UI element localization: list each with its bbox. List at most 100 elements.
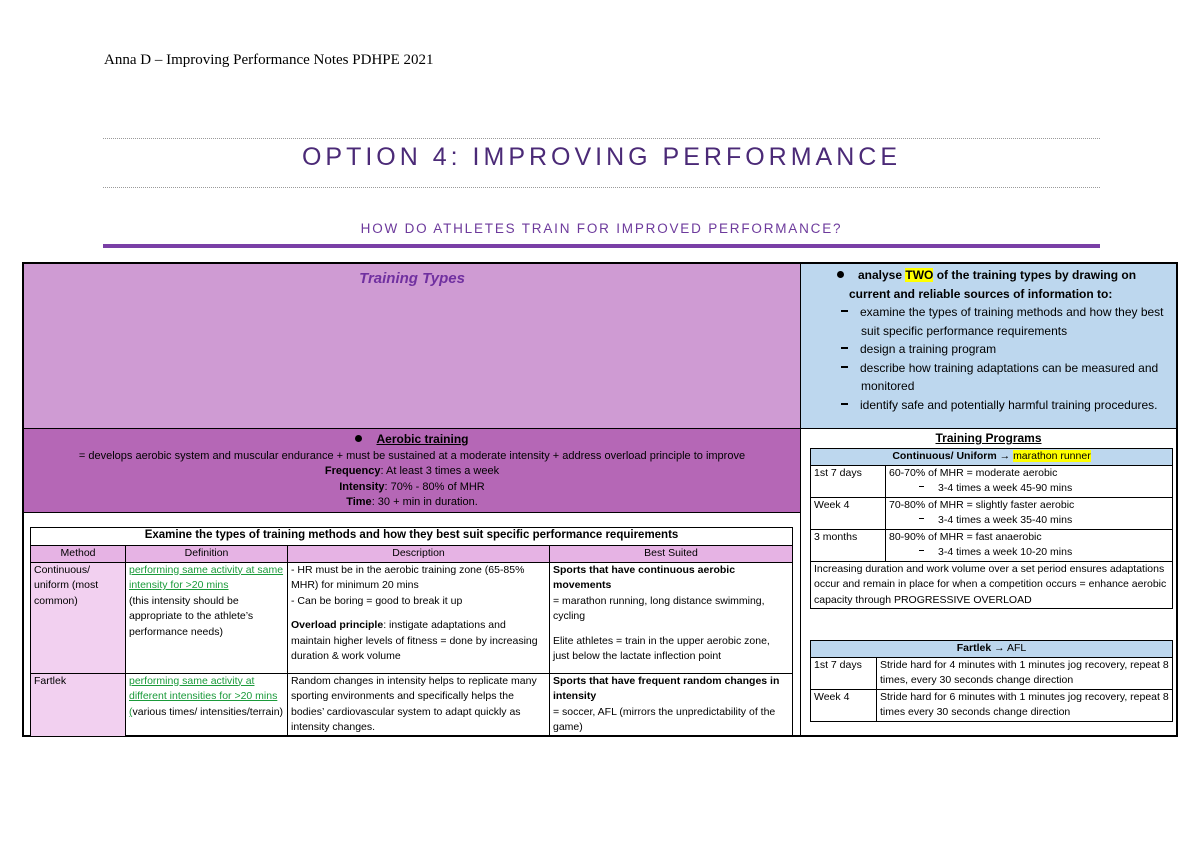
dash [919, 550, 924, 551]
text: : At least 3 times a week [380, 465, 500, 477]
text: identify safe and potentially harmful tr… [860, 397, 1158, 412]
period: Week 4 [810, 688, 877, 722]
header-row: Method Definition Description Best Suite… [30, 545, 794, 563]
arrow: → [996, 450, 1014, 462]
text: analyse [858, 268, 906, 282]
sport: marathon runner [1013, 450, 1091, 462]
text: describe how training adaptations can be… [860, 360, 1159, 394]
text: 3-4 times a week 45-90 mins [938, 482, 1073, 494]
heading-text: Aerobic training [376, 432, 469, 446]
definition-text: various times/ intensities/terrain) [132, 705, 284, 718]
item: identify safe and potentially harmful tr… [837, 396, 1166, 415]
label: Intensity [339, 480, 385, 493]
column-header: Best Suited [548, 545, 794, 563]
label: Overload principle [291, 619, 384, 631]
detail: Stride hard for 6 minutes with 1 minutes… [876, 688, 1173, 722]
method: Fartlek [956, 642, 992, 654]
description: Random changes in intensity helps to rep… [287, 672, 550, 737]
text: 3-4 times a week 35-40 mins [938, 514, 1073, 526]
label: Time [346, 496, 372, 508]
page-subtitle: HOW DO ATHLETES TRAIN FOR IMPROVED PERFO… [360, 221, 843, 236]
dash [841, 402, 848, 405]
aerobic-summary: = develops aerobic system and muscular e… [78, 449, 746, 462]
method: Continuous/ uniform (most common) [30, 561, 126, 674]
row: Increasing duration and work volume over… [809, 560, 1174, 609]
volume: 3-4 times a week 45-90 mins [889, 481, 1169, 497]
text: : instigate adaptations and maintain hig… [291, 619, 538, 662]
highlight: TWO [905, 268, 934, 282]
dash [841, 347, 848, 349]
outcome: analyse TWO of the training types by dra… [837, 266, 1166, 303]
aerobic-cell: Aerobic training = develops aerobic syst… [22, 428, 801, 513]
fartlek-program: Fartlek → AFL 1st 7 days Stride hard for … [810, 640, 1173, 722]
heading: Sports that have frequent random changes… [553, 674, 780, 703]
row: Week 4 Stride hard for 6 minutes with 1 m… [810, 688, 1173, 722]
definition-highlight: performing same activity at different in… [129, 674, 278, 718]
bullet [355, 435, 363, 442]
period: 3 months [810, 528, 886, 562]
detail: Stride hard for 4 minutes with 1 minutes… [876, 656, 1173, 690]
sport: AFL [1006, 642, 1027, 654]
definition: performing same activity at different in… [125, 672, 288, 737]
volume: 3-4 times a week 35-40 mins [889, 513, 1169, 529]
heading: Continuous/ Uniform → marathon runner [809, 448, 1174, 466]
detail: 70-80% of MHR = slightly faster aerobic 3… [884, 496, 1174, 530]
divider [103, 244, 1100, 248]
definition-text: (this intensity should be appropriate to… [129, 594, 254, 638]
intensity: Intensity: 70% - 80% of MHR [24, 480, 800, 496]
item: design a training program [837, 340, 1166, 359]
best-suited: Sports that have continuous aerobic move… [548, 561, 794, 674]
overload: Overload principle: instigate adaptation… [291, 618, 546, 665]
column-header: Description [287, 545, 550, 563]
methods-table: Examine the types of training methods an… [29, 527, 794, 737]
note: Elite athletes = train in the upper aero… [553, 634, 770, 663]
aerobic-heading: Aerobic training [24, 432, 800, 449]
text: of the training types by drawing on curr… [849, 268, 1137, 301]
note: Increasing duration and work volume over… [809, 560, 1174, 609]
programs-cell: Training Programs [800, 428, 1178, 737]
period: 1st 7 days [810, 464, 886, 498]
row: Fartlek performing same activity at diff… [30, 672, 794, 737]
header-row: Fartlek → AFL [810, 640, 1173, 658]
intensity: 60-70% of MHR = moderate aerobic [889, 466, 1058, 479]
frequency: Frequency: At least 3 times a week [24, 464, 800, 480]
programs-title: Training Programs [935, 431, 1042, 445]
caption-row: Examine the types of training methods an… [29, 527, 794, 546]
row: 1st 7 days 60-70% of MHR = moderate aerob… [810, 464, 1174, 498]
text: design a training program [860, 342, 997, 356]
row: 3 months 80-90% of MHR = fast anaerobic 3-… [810, 528, 1174, 562]
training-types-cell: Training Types [22, 262, 801, 429]
item: describe how training adaptations can be… [837, 359, 1166, 396]
best-suited: Sports that have frequent random changes… [548, 672, 794, 737]
row: 1st 7 days Stride hard for 4 minutes with… [810, 656, 1173, 690]
bullet [837, 271, 844, 278]
divider [103, 187, 1100, 188]
text: examine the types of training methods an… [860, 305, 1164, 338]
dash [919, 518, 924, 519]
dash [919, 486, 924, 487]
text: = marathon running, long distance swimmi… [553, 594, 765, 623]
text: = soccer, AFL (mirrors the unpredictabil… [553, 705, 776, 734]
column-header: Method [30, 545, 126, 563]
heading: Fartlek → AFL [810, 640, 1173, 658]
period: Week 4 [810, 496, 886, 530]
syllabus-cell: analyse TWO of the training types by dra… [800, 262, 1178, 429]
period: 1st 7 days [810, 656, 877, 690]
intensity: 80-90% of MHR = fast anaerobic [889, 530, 1042, 543]
author-line: Anna D – Improving Performance Notes PDH… [104, 52, 434, 68]
caption: Examine the types of training methods an… [29, 527, 794, 546]
intensity: 70-80% of MHR = slightly faster aerobic [889, 498, 1075, 511]
header-row: Continuous/ Uniform → marathon runner [809, 448, 1174, 466]
line: - HR must be in the aerobic training zon… [291, 563, 525, 592]
dash [841, 310, 848, 312]
row: Continuous/ uniform (most common) perfor… [30, 561, 794, 674]
item: examine the types of training methods an… [837, 303, 1166, 340]
dash [841, 365, 848, 368]
arrow: → [991, 642, 1007, 654]
volume: 3-4 times a week 10-20 mins [889, 545, 1169, 561]
description: - HR must be in the aerobic training zon… [287, 561, 550, 674]
text: : 30 + min in duration. [371, 496, 478, 508]
label: Frequency [324, 465, 381, 477]
detail: 80-90% of MHR = fast anaerobic 3-4 times … [884, 528, 1174, 562]
